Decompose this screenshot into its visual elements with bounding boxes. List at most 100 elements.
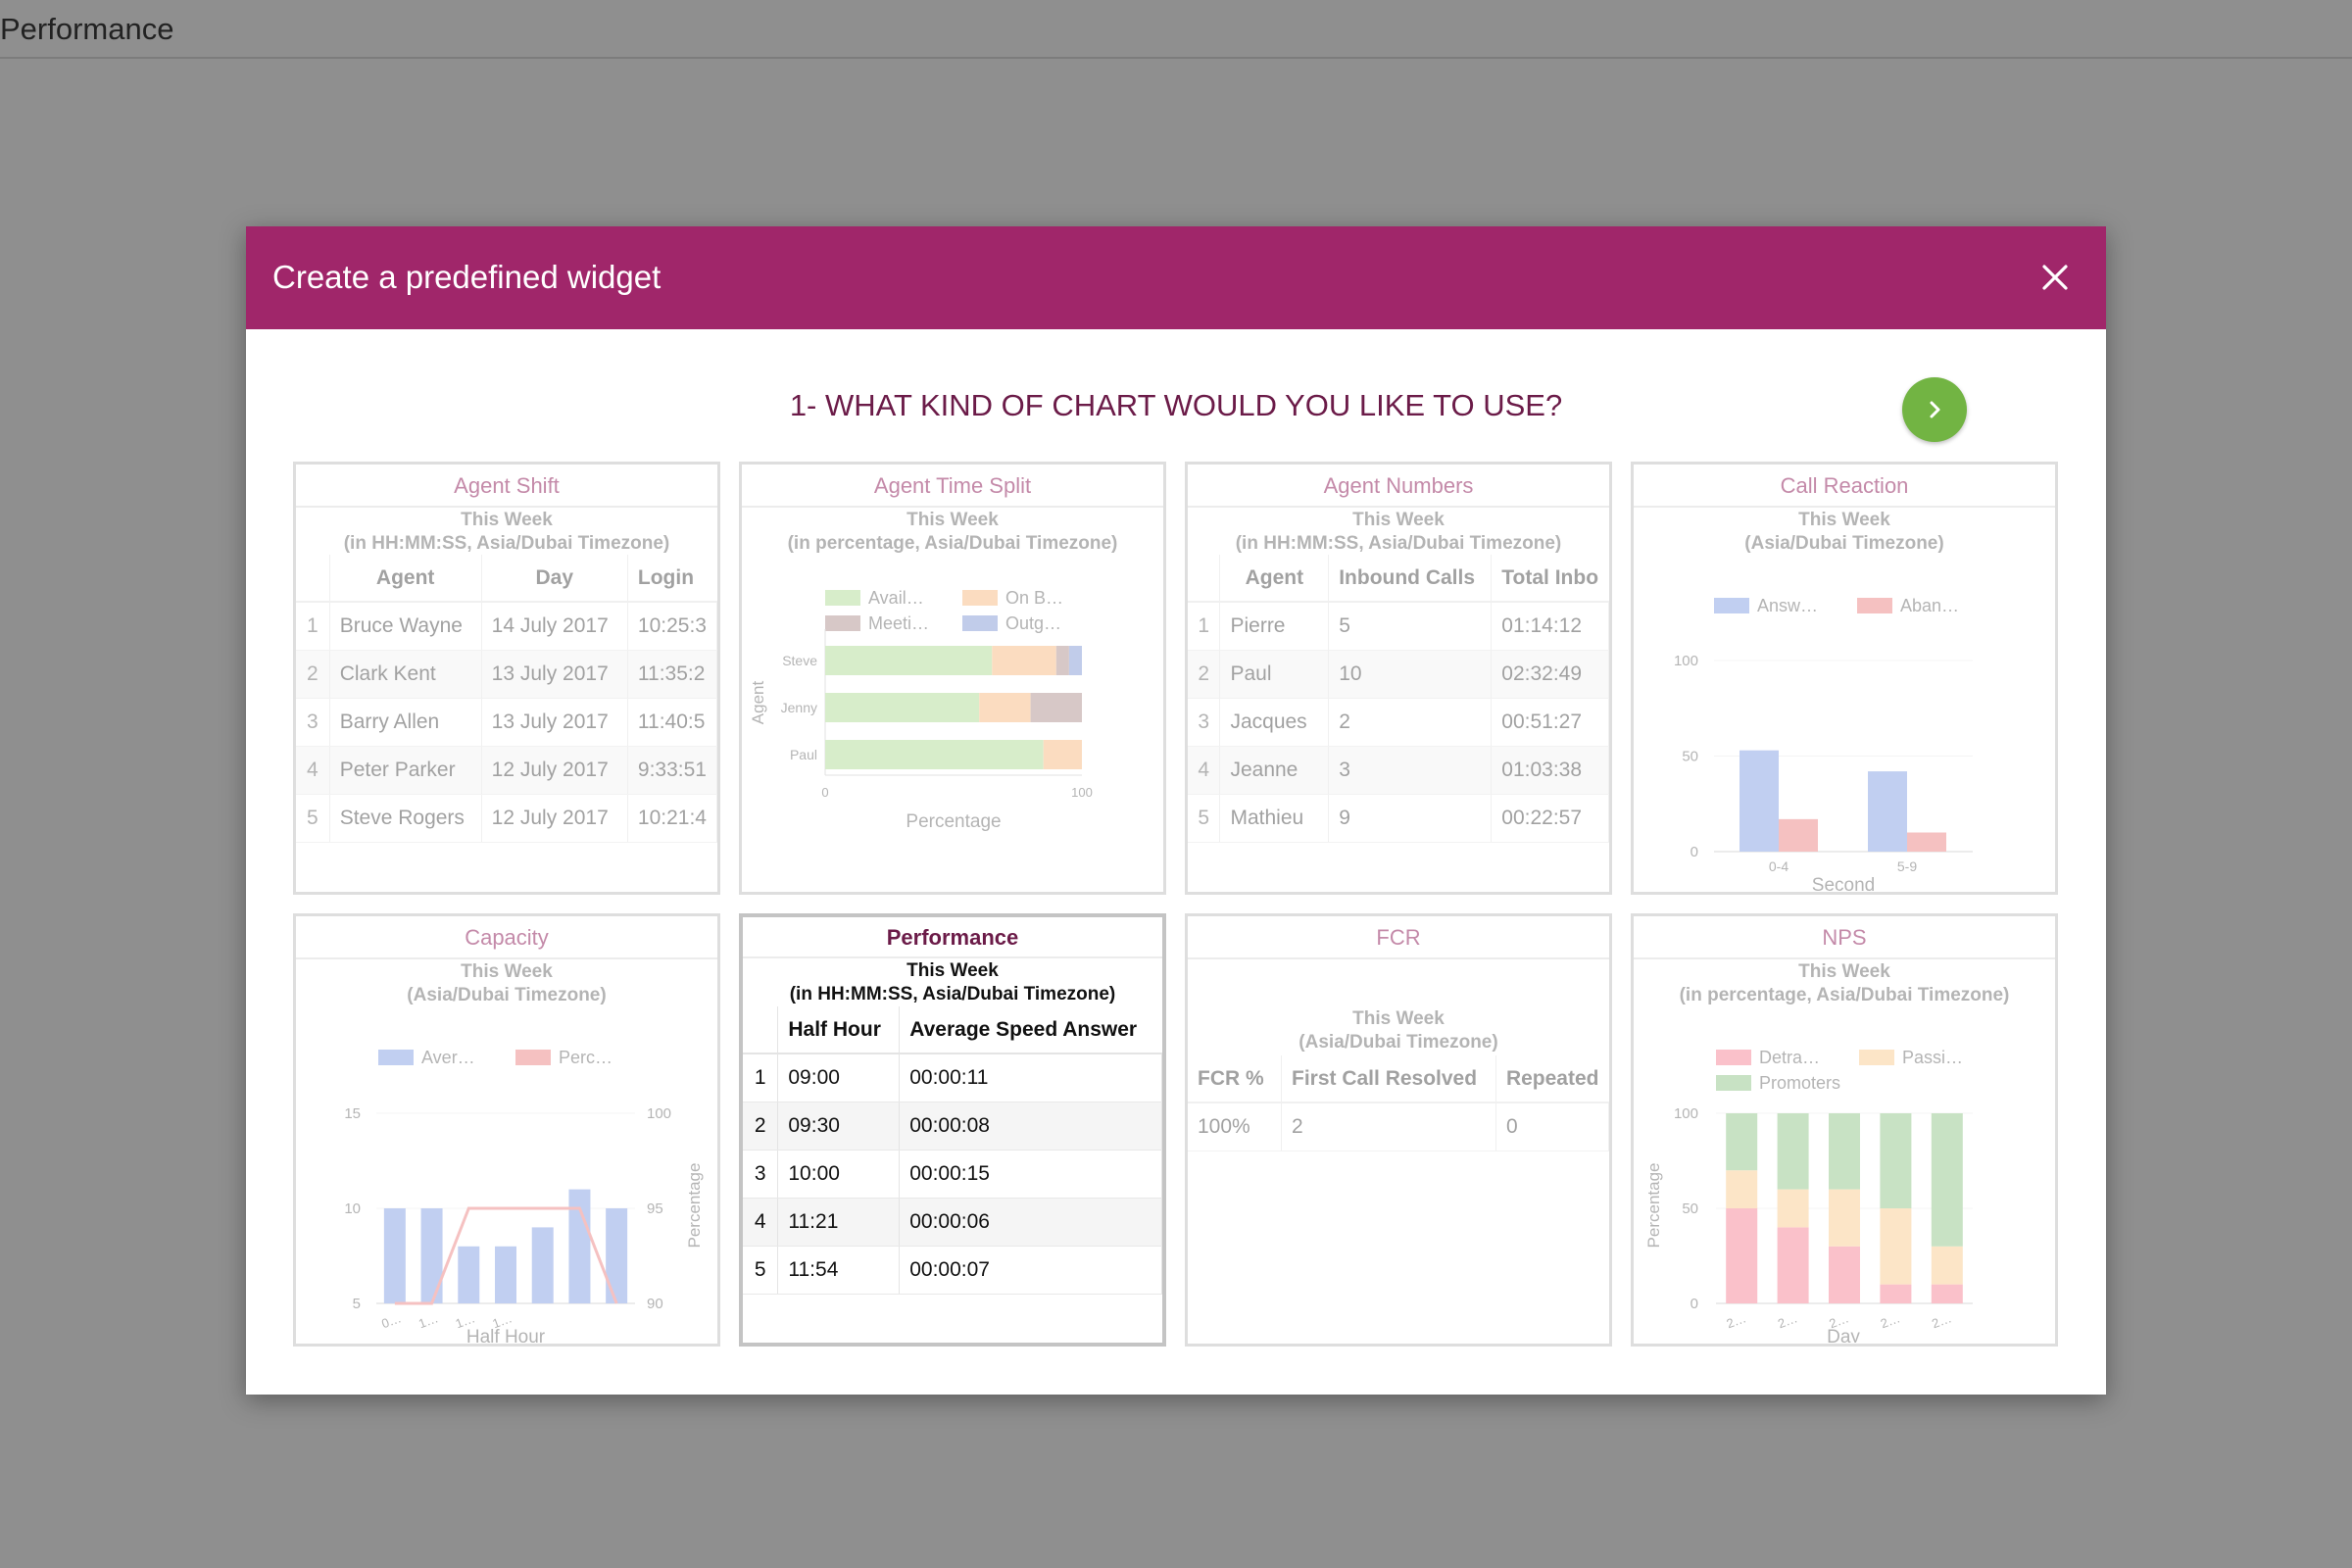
x-tick-label: 100 bbox=[1071, 785, 1093, 800]
y-tick-label: 50 bbox=[1682, 1200, 1698, 1217]
x-tick-label: 0-4 bbox=[1769, 858, 1788, 874]
cell: 12 July 2017 bbox=[481, 794, 628, 843]
legend-label: Meeti… bbox=[868, 613, 929, 633]
cell: 00:00:15 bbox=[899, 1150, 1162, 1199]
table-header-row: FCR % First Call Resolved Repeated bbox=[1188, 1055, 1609, 1103]
card-title: Performance bbox=[743, 917, 1162, 958]
table-row: 3 Barry Allen 13 July 2017 11:40:5 bbox=[296, 698, 717, 747]
cell: Mathieu bbox=[1219, 794, 1330, 843]
bar-segment bbox=[1777, 1189, 1809, 1228]
x-tick-label: 1… bbox=[490, 1310, 514, 1331]
card-subtitle-detail: (in HH:MM:SS, Asia/Dubai Timezone) bbox=[1235, 533, 1562, 554]
bar bbox=[383, 1208, 406, 1303]
card-subtitle: This Week bbox=[461, 510, 553, 530]
column-header: Average Speed Answer bbox=[899, 1006, 1162, 1054]
legend-label: Answ… bbox=[1757, 596, 1818, 615]
bar bbox=[1907, 832, 1946, 852]
widget-card-nps[interactable]: NPS This Week (in percentage, Asia/Dubai… bbox=[1631, 913, 2058, 1347]
legend-label: On B… bbox=[1005, 588, 1063, 608]
widget-card-agent-numbers[interactable]: Agent Numbers This Week (in HH:MM:SS, As… bbox=[1185, 462, 1612, 895]
bar-segment bbox=[1880, 1208, 1912, 1285]
column-header: Agent bbox=[329, 555, 482, 603]
card-subtitle: This Week bbox=[1352, 510, 1445, 530]
x-tick-label: 2… bbox=[1827, 1310, 1850, 1331]
y-tick-label: 0 bbox=[1690, 844, 1698, 860]
widget-card-agent-shift[interactable]: Agent Shift This Week (in HH:MM:SS, Asia… bbox=[293, 462, 720, 895]
bar-segment bbox=[1829, 1189, 1860, 1247]
modal-header: Create a predefined widget bbox=[246, 226, 2106, 329]
legend-label: Aver… bbox=[421, 1048, 475, 1067]
close-icon bbox=[2042, 265, 2068, 290]
x-axis-title: Half Hour bbox=[466, 1327, 546, 1343]
card-subtitle-detail: (in percentage, Asia/Dubai Timezone) bbox=[787, 533, 1118, 554]
card-subtitle-detail: (Asia/Dubai Timezone) bbox=[1744, 533, 1944, 554]
row-index: 5 bbox=[296, 794, 330, 843]
legend-label: Promoters bbox=[1759, 1073, 1840, 1093]
x-tick-label: 2… bbox=[1930, 1310, 1953, 1331]
cell: 09:30 bbox=[777, 1102, 901, 1151]
cell: 10:00 bbox=[777, 1150, 901, 1199]
row-index: 1 bbox=[1188, 602, 1221, 651]
category-label: Jenny bbox=[781, 700, 817, 715]
card-subtitle-detail: (in percentage, Asia/Dubai Timezone) bbox=[1679, 985, 2010, 1005]
x-tick-label: 1… bbox=[454, 1310, 477, 1331]
bar-segment bbox=[1829, 1113, 1860, 1190]
widget-card-fcr[interactable]: FCR This Week (Asia/Dubai Timezone) FCR … bbox=[1185, 913, 1612, 1347]
column-header: First Call Resolved bbox=[1281, 1055, 1496, 1103]
row-index: 2 bbox=[296, 650, 330, 699]
cell: 2 bbox=[1281, 1102, 1496, 1152]
cell: 10 bbox=[1328, 650, 1493, 699]
widget-card-call-reaction[interactable]: Call Reaction This Week (Asia/Dubai Time… bbox=[1631, 462, 2058, 895]
next-step-button[interactable] bbox=[1902, 377, 1967, 442]
card-subtitle: This Week bbox=[1798, 510, 1890, 530]
step-question: 1- WHAT KIND OF CHART WOULD YOU LIKE TO … bbox=[789, 388, 1563, 422]
bar bbox=[458, 1246, 480, 1303]
bar-segment bbox=[1777, 1227, 1809, 1303]
column-header: Inbound Calls bbox=[1328, 555, 1493, 603]
bar bbox=[568, 1189, 591, 1303]
card-title: Agent Numbers bbox=[1188, 465, 1609, 508]
table-row: 100% 2 0 bbox=[1188, 1102, 1609, 1152]
row-index: 3 bbox=[743, 1150, 779, 1199]
card-subtitle: This Week bbox=[906, 960, 999, 981]
row-index: 4 bbox=[296, 746, 330, 795]
cell: Jacques bbox=[1219, 698, 1330, 747]
table-row: 5 Steve Rogers 12 July 2017 10:21:4 bbox=[296, 794, 717, 843]
bar-segment bbox=[825, 740, 1044, 769]
page-header: Performance bbox=[0, 0, 2352, 59]
cell: 12 July 2017 bbox=[481, 746, 628, 795]
bar-segment bbox=[1726, 1208, 1758, 1303]
close-button[interactable] bbox=[2034, 256, 2077, 299]
agent-numbers-table: Agent Inbound Calls Total Inbo 1 Pierre … bbox=[1188, 555, 1609, 843]
cell: 00:00:07 bbox=[899, 1246, 1162, 1295]
bar-segment bbox=[1055, 646, 1069, 675]
card-subtitle-detail: (in HH:MM:SS, Asia/Dubai Timezone) bbox=[343, 533, 670, 554]
card-subtitle-detail: (Asia/Dubai Timezone) bbox=[407, 985, 607, 1005]
bar bbox=[495, 1246, 516, 1303]
cell: 10:25:3 bbox=[627, 602, 717, 651]
widget-card-performance[interactable]: Performance This Week (in HH:MM:SS, Asia… bbox=[739, 913, 1166, 1347]
bar-segment bbox=[979, 693, 1031, 722]
cell: 11:54 bbox=[777, 1246, 901, 1295]
column-header-index bbox=[743, 1006, 779, 1054]
legend-label: Passi… bbox=[1902, 1048, 1963, 1067]
table-row: 3 Jacques 2 00:51:27 bbox=[1188, 698, 1609, 747]
widget-card-capacity[interactable]: Capacity This Week (Asia/Dubai Timezone)… bbox=[293, 913, 720, 1347]
x-axis-title: Second bbox=[1812, 875, 1875, 891]
cell: Clark Kent bbox=[329, 650, 482, 699]
card-title: FCR bbox=[1188, 916, 1609, 959]
cell: 11:21 bbox=[777, 1198, 901, 1247]
cell: 00:51:27 bbox=[1491, 698, 1609, 747]
cell: 10:21:4 bbox=[627, 794, 717, 843]
widget-card-agent-time-split[interactable]: Agent Time Split This Week (in percentag… bbox=[739, 462, 1166, 895]
cell: 100% bbox=[1188, 1102, 1282, 1152]
card-subtitle-detail: (in HH:MM:SS, Asia/Dubai Timezone) bbox=[789, 984, 1116, 1004]
bar-segment bbox=[1043, 740, 1082, 769]
table-header-row: Half Hour Average Speed Answer bbox=[743, 1006, 1162, 1054]
table-row: 2 09:30 00:00:08 bbox=[743, 1102, 1162, 1151]
legend-swatch bbox=[1857, 598, 1892, 613]
card-subtitle: This Week bbox=[1798, 961, 1890, 982]
bar bbox=[606, 1208, 628, 1303]
legend-label: Outg… bbox=[1005, 613, 1061, 633]
legend-swatch bbox=[515, 1050, 551, 1065]
